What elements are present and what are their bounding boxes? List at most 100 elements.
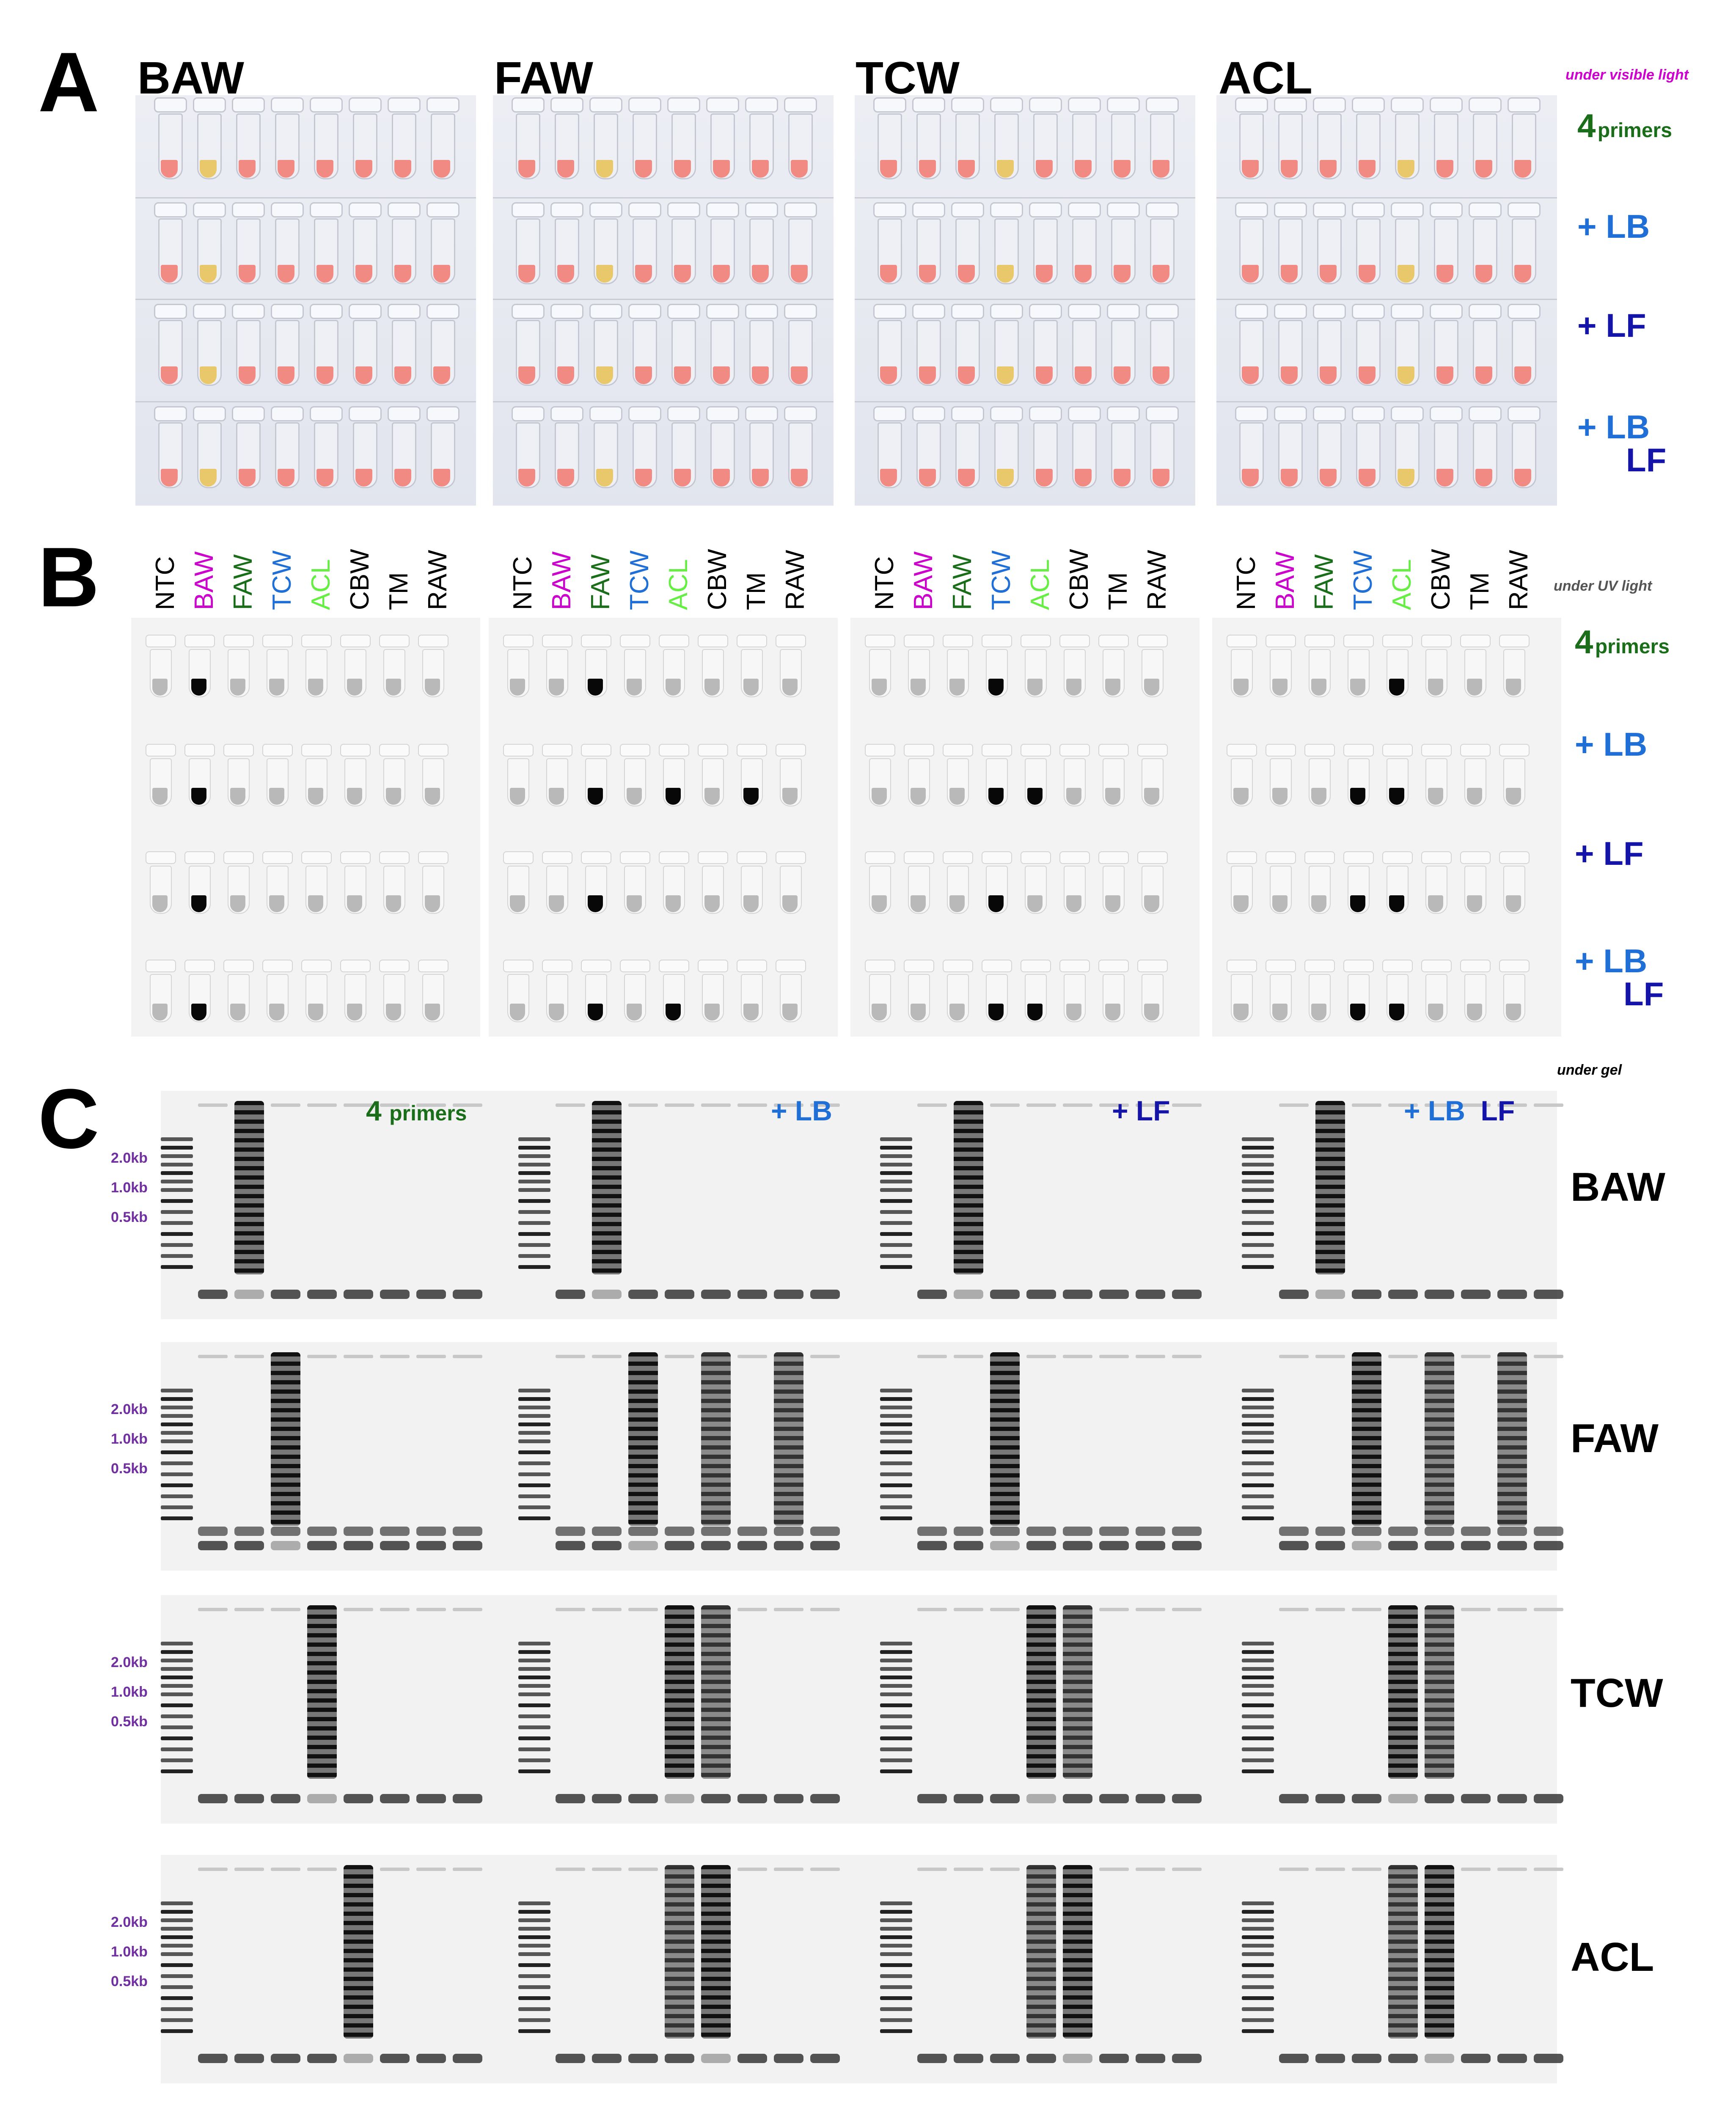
- tube-cap: [873, 406, 906, 421]
- ladder-band: [1242, 1243, 1274, 1247]
- tube-cap: [1460, 851, 1491, 864]
- dna-ladder: [880, 1642, 912, 1773]
- uv-tube: [1460, 744, 1491, 807]
- note-gel: under gel: [1557, 1062, 1622, 1078]
- gel-well: [234, 1355, 264, 1358]
- tube-liquid: [674, 160, 691, 178]
- primer-band-upper: [416, 1527, 446, 1536]
- tube-liquid: [713, 265, 730, 283]
- tube-cap: [1107, 202, 1140, 217]
- tube-cap: [1059, 960, 1090, 972]
- primer-band: [271, 2054, 300, 2063]
- tube-liquid: [791, 469, 808, 487]
- ladder-band: [1242, 2007, 1274, 2011]
- pcr-tube: [589, 202, 622, 285]
- tube-liquid: [1242, 265, 1259, 283]
- uv-tube: [865, 960, 895, 1023]
- pcr-tube: [512, 97, 545, 180]
- tube-liquid: [278, 469, 294, 487]
- ladder-band: [161, 1397, 193, 1401]
- row-label-a-plus-lf: + LF: [1577, 307, 1646, 344]
- uv-photo-tcw: [850, 618, 1200, 1037]
- ladder-band: [161, 1985, 193, 1989]
- tube-cap: [982, 851, 1012, 864]
- tube-cap: [271, 97, 304, 113]
- tube-cap: [418, 744, 448, 757]
- pcr-tube: [271, 304, 304, 386]
- primer-band: [1461, 1794, 1491, 1803]
- primer-band-upper: [1279, 1527, 1309, 1536]
- pcr-tube: [349, 304, 382, 386]
- tube-cap: [550, 406, 583, 421]
- uv-tube: [620, 851, 650, 915]
- gel-well: [665, 1103, 694, 1107]
- tube-cap: [1343, 635, 1374, 647]
- pcr-tube: [1430, 97, 1463, 180]
- uv-tube: [1227, 851, 1257, 915]
- ladder-band: [880, 1684, 912, 1688]
- uv-tube: [301, 960, 332, 1023]
- tube-liquid: [161, 265, 178, 283]
- tube-cap: [982, 744, 1012, 757]
- uv-tube: [301, 744, 332, 807]
- tube-liquid: [1066, 679, 1081, 696]
- tube-cap: [1059, 744, 1090, 757]
- ladder-band: [880, 1516, 912, 1520]
- pcr-tube: [310, 406, 343, 489]
- tube-cap: [1146, 304, 1179, 319]
- ladder-band: [1242, 1747, 1274, 1751]
- primer-band-upper: [380, 1527, 410, 1536]
- ladder-band: [1242, 1494, 1274, 1498]
- tube-liquid: [239, 469, 256, 487]
- tube-liquid: [666, 788, 681, 805]
- gel-row-label-acl: ACL: [1571, 1934, 1654, 1980]
- tube-liquid: [1389, 788, 1404, 805]
- tube-liquid: [1281, 366, 1298, 384]
- ladder-band: [1242, 1414, 1274, 1418]
- ladder-band: [880, 1461, 912, 1465]
- tube-liquid: [635, 160, 652, 178]
- ladder-band: [518, 1439, 550, 1443]
- pcr-tube: [1430, 406, 1463, 489]
- tube-liquid: [355, 160, 372, 178]
- tube-liquid: [1027, 895, 1043, 912]
- primer-band: [1534, 1541, 1563, 1550]
- amplification-ladder: [954, 1101, 983, 1274]
- ladder-band: [880, 1137, 912, 1141]
- primer-band: [665, 1541, 694, 1550]
- tube-cap: [1343, 851, 1374, 864]
- uv-tube: [1460, 960, 1491, 1023]
- gel-well: [556, 1355, 585, 1358]
- primer-band: [271, 1794, 300, 1803]
- primer-band-upper: [990, 1527, 1020, 1536]
- tube-liquid: [743, 788, 759, 805]
- primer-band: [1534, 1794, 1563, 1803]
- gel-well: [737, 1868, 767, 1871]
- tube-liquid: [347, 679, 362, 696]
- gel-tag-plus-lb: + LB: [771, 1095, 832, 1126]
- tube-liquid: [386, 679, 401, 696]
- gel-well: [1388, 1103, 1418, 1107]
- ladder-band: [161, 1254, 193, 1258]
- primer-band: [592, 2054, 622, 2063]
- tube-liquid: [1350, 1004, 1365, 1021]
- uv-tube: [1382, 744, 1413, 807]
- dna-ladder: [518, 1642, 550, 1773]
- tube-liquid: [1066, 1004, 1081, 1021]
- primer-band: [1315, 1794, 1345, 1803]
- amplification-ladder: [1425, 1605, 1454, 1779]
- pcr-tube: [1068, 202, 1101, 285]
- pcr-tube: [784, 304, 817, 386]
- tube-cap: [873, 304, 906, 319]
- ladder-band: [161, 1758, 193, 1762]
- tube-cap: [1460, 960, 1491, 972]
- tube-liquid: [394, 160, 411, 178]
- tube-cap: [1499, 744, 1530, 757]
- ladder-band: [1242, 1667, 1274, 1671]
- gel-well: [1534, 1868, 1563, 1871]
- tube-liquid: [549, 1004, 564, 1021]
- tube-cap: [1469, 97, 1502, 113]
- tube-liquid: [1359, 160, 1376, 178]
- photo-row-divider: [493, 197, 834, 198]
- tube-cap: [951, 406, 984, 421]
